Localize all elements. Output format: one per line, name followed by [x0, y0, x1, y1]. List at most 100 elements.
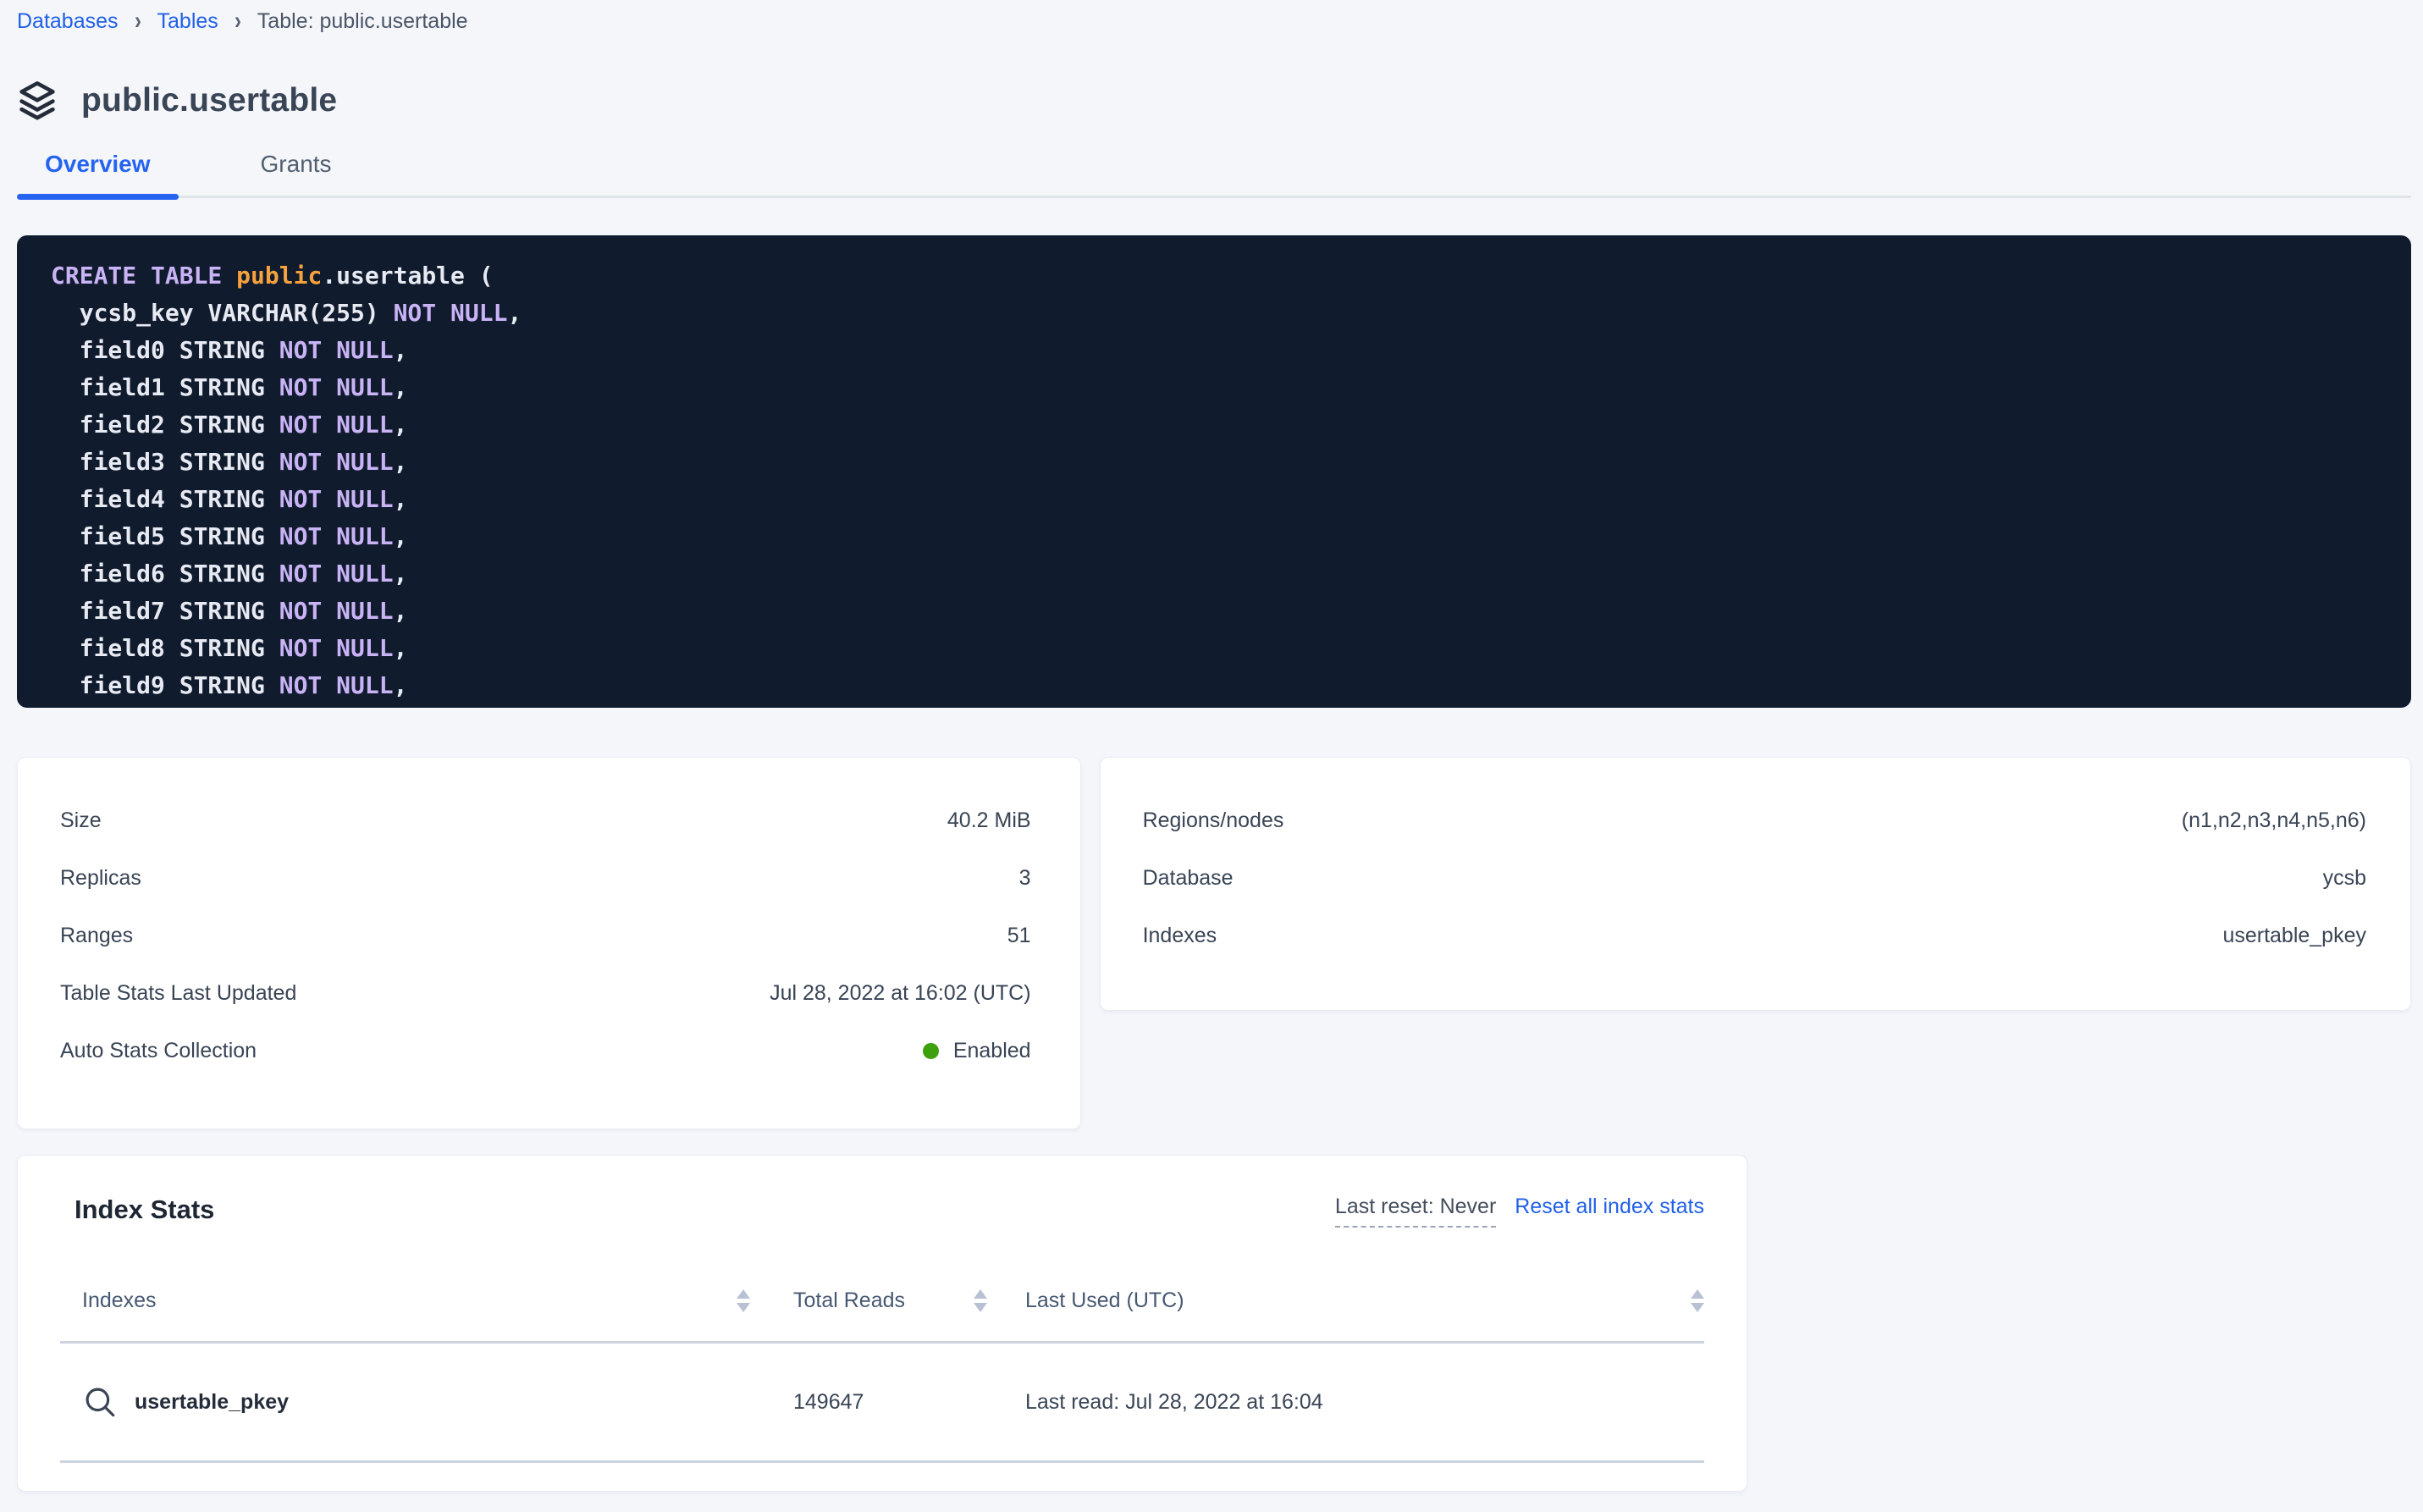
sort-asc-icon: [974, 1289, 987, 1299]
summary-label: Size: [60, 808, 102, 832]
sort-asc-icon: [737, 1289, 750, 1299]
sql-schema-name: public: [236, 262, 323, 290]
summary-value: 3: [1018, 865, 1031, 890]
sort-icon[interactable]: [737, 1289, 750, 1312]
table-stats-card: Size 40.2 MiB Replicas 3 Ranges 51 Table…: [17, 757, 1081, 1129]
tab-bar: Overview Grants: [17, 151, 2411, 200]
summary-row-indexes: Indexes usertable_pkey: [1143, 907, 2366, 964]
column-label: Total Reads: [793, 1288, 906, 1312]
summary-value: 40.2 MiB: [947, 808, 1031, 832]
index-stats-title: Index Stats: [75, 1195, 215, 1224]
sql-line: field4 STRING NOT NULL,: [51, 481, 2411, 518]
index-name-cell: usertable_pkey: [60, 1384, 750, 1420]
sql-line: field0 STRING NOT NULL,: [51, 332, 2411, 369]
column-header-indexes[interactable]: Indexes: [60, 1289, 750, 1313]
sort-desc-icon: [974, 1302, 987, 1312]
summary-row-auto-stats: Auto Stats Collection Enabled: [60, 1022, 1031, 1079]
status-enabled-text: Enabled: [952, 1038, 1031, 1062]
magnifier-icon: [82, 1384, 118, 1420]
page-header: public.usertable: [17, 78, 2411, 124]
column-header-total-reads[interactable]: Total Reads: [750, 1289, 987, 1313]
index-table-header: Indexes Total Reads Last Used (UTC): [60, 1278, 1704, 1322]
tab-overview[interactable]: Overview: [17, 151, 179, 200]
summary-label: Ranges: [60, 923, 134, 947]
index-table-row: usertable_pkey 149647 Last read: Jul 28,…: [60, 1344, 1704, 1460]
breadcrumb: Databases › Tables › Table: public.usert…: [17, 7, 2411, 36]
sql-keyword: NOT NULL: [279, 522, 394, 550]
sql-line: ycsb_key VARCHAR(255) NOT NULL,: [51, 295, 2411, 332]
last-used-cell: Last read: Jul 28, 2022 at 16:04: [987, 1390, 1667, 1415]
sql-text: ycsb_key VARCHAR(255): [51, 299, 394, 327]
summary-cards: Size 40.2 MiB Replicas 3 Ranges 51 Table…: [17, 757, 2411, 1129]
sql-text: ,: [507, 299, 522, 327]
index-name-link[interactable]: usertable_pkey: [135, 1389, 290, 1414]
summary-row-regions: Regions/nodes (n1,n2,n3,n4,n5,n6): [1143, 792, 2366, 849]
status-enabled-dot-icon: [922, 1042, 939, 1059]
create-statement-box: CREATE TABLE public.usertable ( ycsb_key…: [17, 235, 2411, 708]
sql-line: field2 STRING NOT NULL,: [51, 406, 2411, 444]
summary-label: Replicas: [60, 865, 141, 890]
breadcrumb-tables[interactable]: Tables: [157, 9, 218, 33]
sql-keyword: CREATE TABLE: [51, 262, 237, 290]
sql-text: field1 STRING: [51, 373, 279, 401]
sql-text: field5 STRING: [51, 522, 279, 550]
summary-value: 51: [1007, 923, 1031, 947]
sql-keyword: NOT NULL: [279, 634, 394, 662]
table-divider: [60, 1460, 1704, 1463]
page-title: public.usertable: [81, 82, 338, 119]
tab-grants-label: Grants: [260, 151, 332, 177]
summary-value: Jul 28, 2022 at 16:02 (UTC): [770, 980, 1031, 1005]
sql-text: ,: [393, 373, 408, 401]
sql-keyword: NOT NULL: [279, 448, 394, 476]
breadcrumb-current-table: Table: public.usertable: [257, 9, 468, 33]
summary-row-ranges: Ranges 51: [60, 907, 1031, 964]
sql-text: ,: [393, 336, 408, 364]
chevron-right-icon: ›: [134, 7, 141, 35]
last-reset-tooltip[interactable]: Last reset: Never: [1334, 1195, 1497, 1228]
sql-text: ,: [393, 448, 408, 476]
reset-all-index-stats-link[interactable]: Reset all index stats: [1515, 1195, 1704, 1218]
last-used-value: Last read: Jul 28, 2022 at 16:04: [1025, 1389, 1323, 1414]
sql-line: field3 STRING NOT NULL,: [51, 444, 2411, 481]
tab-grants[interactable]: Grants: [233, 151, 360, 198]
summary-value: (n1,n2,n3,n4,n5,n6): [2181, 808, 2366, 832]
summary-label: Auto Stats Collection: [60, 1038, 257, 1062]
summary-value: Enabled: [922, 1038, 1031, 1063]
column-header-last-used[interactable]: Last Used (UTC): [987, 1289, 1667, 1313]
summary-label: Table Stats Last Updated: [60, 980, 297, 1005]
layers-stack-icon: [17, 79, 58, 123]
index-stats-actions: Last reset: Never Reset all index stats: [1334, 1195, 1704, 1228]
sql-keyword: NOT NULL: [279, 560, 394, 588]
sort-desc-icon: [1691, 1302, 1704, 1312]
summary-value: ycsb: [2322, 865, 2366, 890]
summary-label: Database: [1142, 865, 1234, 890]
sql-text: ,: [393, 597, 408, 625]
sort-icon[interactable]: [974, 1289, 987, 1312]
sql-text: ,: [393, 560, 408, 588]
total-reads-value: 149647: [793, 1389, 864, 1414]
column-header-sort[interactable]: [1667, 1289, 1704, 1312]
active-tab-underline: [17, 194, 179, 200]
sql-text: .usertable (: [322, 262, 494, 290]
sql-text: field0 STRING: [51, 336, 279, 364]
table-location-card: Regions/nodes (n1,n2,n3,n4,n5,n6) Databa…: [1099, 757, 2411, 1011]
summary-row-stats-updated: Table Stats Last Updated Jul 28, 2022 at…: [60, 964, 1031, 1022]
summary-row-database: Database ycsb: [1143, 849, 2366, 907]
sql-text: ,: [393, 411, 408, 439]
sql-keyword: NOT NULL: [279, 485, 394, 513]
chevron-right-icon: ›: [234, 7, 241, 35]
sql-text: ,: [393, 671, 408, 699]
column-label: Indexes: [82, 1288, 157, 1312]
sql-line: field9 STRING NOT NULL,: [51, 667, 2411, 704]
sql-text: ,: [393, 522, 408, 550]
sql-line: field1 STRING NOT NULL,: [51, 369, 2411, 406]
sql-keyword: NOT NULL: [279, 373, 394, 401]
sort-icon[interactable]: [1691, 1289, 1704, 1312]
sort-asc-icon: [1691, 1289, 1704, 1299]
sql-keyword: NOT NULL: [279, 411, 394, 439]
summary-row-replicas: Replicas 3: [60, 849, 1031, 907]
breadcrumb-databases[interactable]: Databases: [17, 9, 119, 33]
total-reads-cell: 149647: [750, 1390, 987, 1415]
sql-keyword: NOT NULL: [279, 336, 394, 364]
